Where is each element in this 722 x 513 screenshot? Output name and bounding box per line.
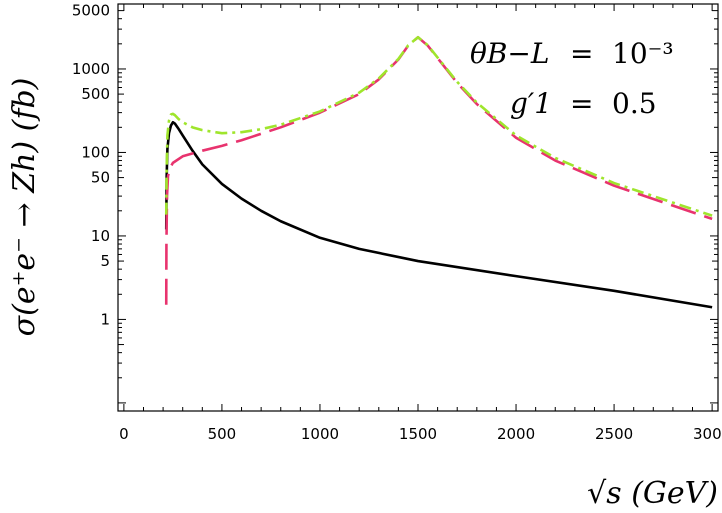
y-axis-ticks: 1 5 10 50 100 500 1000 5000 <box>72 2 718 404</box>
annotation-theta-eq: = <box>570 37 593 70</box>
y-axis-title: σ(e⁺e⁻ → Zh) (fb) <box>7 78 42 337</box>
annotation-g-eq: = <box>570 87 593 120</box>
y-tick-label: 5 <box>100 252 110 270</box>
annotation-theta-label: θB−L <box>470 37 550 70</box>
series-line-3 <box>164 35 713 217</box>
x-axis-ticks: 0 500 1000 1500 2000 2500 3000 <box>119 4 722 443</box>
annotation-g-value: 0.5 <box>612 87 657 120</box>
x-tick-label: 1000 <box>301 425 339 443</box>
y-tick-label: 1 <box>100 310 110 328</box>
x-axis-title: √s (GeV) <box>587 476 718 511</box>
x-tick-label: 3000 <box>693 425 722 443</box>
x-tick-label: 2000 <box>497 425 535 443</box>
annotation-g-label: g′1 <box>510 87 552 120</box>
x-tick-label: 0 <box>119 425 129 443</box>
series-layer <box>164 35 713 309</box>
y-tick-label: 50 <box>91 169 110 187</box>
y-tick-label: 10 <box>91 227 110 245</box>
y-tick-label: 100 <box>81 143 110 161</box>
x-tick-label: 2500 <box>595 425 633 443</box>
y-tick-label: 500 <box>81 85 110 103</box>
series-line-1 <box>164 120 713 309</box>
x-tick-label: 500 <box>208 425 237 443</box>
x-tick-label: 1500 <box>399 425 437 443</box>
series-line-2 <box>164 35 713 305</box>
annotation-theta-value: 10⁻³ <box>612 37 674 70</box>
y-tick-label: 5000 <box>72 2 110 20</box>
parameter-annotations: θB−L = 10⁻³ g′1 = 0.5 <box>470 37 674 120</box>
y-tick-label: 1000 <box>72 60 110 78</box>
